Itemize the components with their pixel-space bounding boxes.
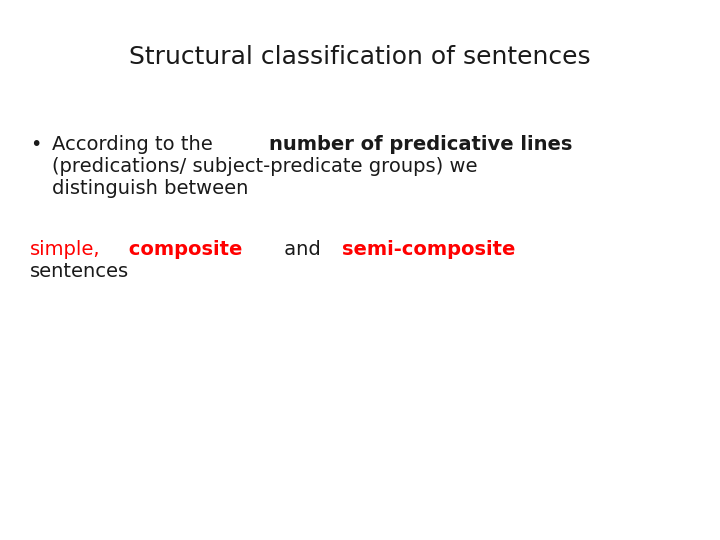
Text: number of predicative lines: number of predicative lines xyxy=(269,135,572,154)
Text: Structural classification of sentences: Structural classification of sentences xyxy=(129,45,591,69)
Text: According to the: According to the xyxy=(52,135,219,154)
Text: •: • xyxy=(30,135,41,154)
Text: simple,: simple, xyxy=(30,240,101,259)
Text: semi-composite: semi-composite xyxy=(341,240,515,259)
Text: composite: composite xyxy=(122,240,242,259)
Text: (predications/ subject-predicate groups) we: (predications/ subject-predicate groups)… xyxy=(52,157,477,176)
Text: sentences: sentences xyxy=(30,262,129,281)
Text: distinguish between: distinguish between xyxy=(52,179,248,198)
Text: and: and xyxy=(278,240,327,259)
